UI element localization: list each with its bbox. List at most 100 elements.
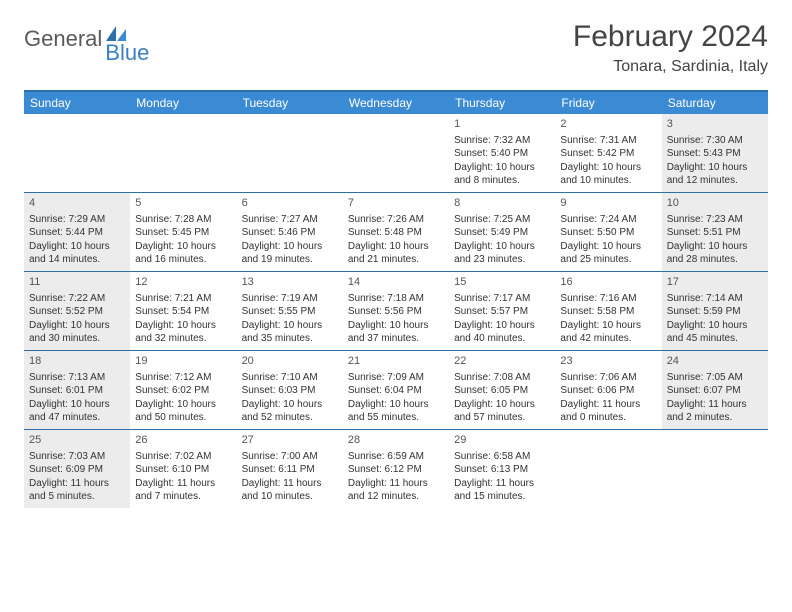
sunrise-text: Sunrise: 7:12 AM — [135, 371, 231, 385]
day-cell: 18Sunrise: 7:13 AMSunset: 6:01 PMDayligh… — [24, 351, 130, 429]
daylight2-text: and 8 minutes. — [454, 174, 550, 188]
daylight1-text: Daylight: 11 hours — [454, 477, 550, 491]
sunrise-text: Sunrise: 7:10 AM — [242, 371, 338, 385]
daylight1-text: Daylight: 10 hours — [560, 161, 656, 175]
daylight2-text: and 30 minutes. — [29, 332, 125, 346]
daylight1-text: Daylight: 10 hours — [242, 319, 338, 333]
week-row: 4Sunrise: 7:29 AMSunset: 5:44 PMDaylight… — [24, 192, 768, 271]
day-cell: 20 Sunrise: 7:10 AMSunset: 6:03 PMDayligh… — [237, 351, 343, 429]
sunset-text: Sunset: 6:09 PM — [29, 463, 125, 477]
sunset-text: Sunset: 5:51 PM — [667, 226, 763, 240]
day-number: 10 — [667, 196, 763, 211]
daylight1-text: Daylight: 10 hours — [242, 398, 338, 412]
day-cell: 21Sunrise: 7:09 AMSunset: 6:04 PMDayligh… — [343, 351, 449, 429]
logo-text-general: General — [24, 26, 102, 52]
sunrise-text: Sunrise: 7:00 AM — [242, 450, 338, 464]
day-cell — [237, 114, 343, 192]
sunset-text: Sunset: 6:11 PM — [242, 463, 338, 477]
day-cell: 12Sunrise: 7:21 AMSunset: 5:54 PMDayligh… — [130, 272, 236, 350]
sunset-text: Sunset: 5:46 PM — [242, 226, 338, 240]
daylight2-text: and 45 minutes. — [667, 332, 763, 346]
sunrise-text: Sunrise: 7:13 AM — [29, 371, 125, 385]
daylight1-text: Daylight: 10 hours — [29, 398, 125, 412]
week-row: 1Sunrise: 7:32 AMSunset: 5:40 PMDaylight… — [24, 114, 768, 192]
sunrise-text: Sunrise: 6:58 AM — [454, 450, 550, 464]
sunrise-text: Sunrise: 7:21 AM — [135, 292, 231, 306]
day-number: 3 — [667, 117, 763, 132]
sunset-text: Sunset: 5:50 PM — [560, 226, 656, 240]
daylight1-text: Daylight: 11 hours — [560, 398, 656, 412]
sunrise-text: Sunrise: 7:03 AM — [29, 450, 125, 464]
daylight2-text: and 19 minutes. — [242, 253, 338, 267]
daylight2-text: and 12 minutes. — [667, 174, 763, 188]
sunset-text: Sunset: 5:59 PM — [667, 305, 763, 319]
sunset-text: Sunset: 5:48 PM — [348, 226, 444, 240]
daylight2-text: and 35 minutes. — [242, 332, 338, 346]
daylight1-text: Daylight: 10 hours — [560, 240, 656, 254]
sunrise-text: Sunrise: 7:02 AM — [135, 450, 231, 464]
day-number: 20 — [242, 354, 338, 369]
day-header: Thursday — [449, 92, 555, 114]
day-cell: 3Sunrise: 7:30 AMSunset: 5:43 PMDaylight… — [662, 114, 768, 192]
weeks-container: 1Sunrise: 7:32 AMSunset: 5:40 PMDaylight… — [24, 114, 768, 508]
daylight1-text: Daylight: 10 hours — [135, 398, 231, 412]
sunset-text: Sunset: 5:43 PM — [667, 147, 763, 161]
sunrise-text: Sunrise: 7:27 AM — [242, 213, 338, 227]
sunset-text: Sunset: 6:12 PM — [348, 463, 444, 477]
day-header: Saturday — [662, 92, 768, 114]
sunrise-text: Sunrise: 7:26 AM — [348, 213, 444, 227]
day-cell: 28Sunrise: 6:59 AMSunset: 6:12 PMDayligh… — [343, 430, 449, 508]
day-cell: 25Sunrise: 7:03 AMSunset: 6:09 PMDayligh… — [24, 430, 130, 508]
day-number: 1 — [454, 117, 550, 132]
title-block: February 2024 Tonara, Sardinia, Italy — [573, 20, 768, 76]
sunset-text: Sunset: 5:52 PM — [29, 305, 125, 319]
daylight1-text: Daylight: 10 hours — [135, 240, 231, 254]
sunrise-text: Sunrise: 7:14 AM — [667, 292, 763, 306]
day-header: Friday — [555, 92, 661, 114]
day-number: 22 — [454, 354, 550, 369]
sunrise-text: Sunrise: 7:18 AM — [348, 292, 444, 306]
calendar: SundayMondayTuesdayWednesdayThursdayFrid… — [24, 90, 768, 508]
sunset-text: Sunset: 5:44 PM — [29, 226, 125, 240]
daylight2-text: and 5 minutes. — [29, 490, 125, 504]
sunrise-text: Sunrise: 7:05 AM — [667, 371, 763, 385]
day-number: 27 — [242, 433, 338, 448]
week-row: 11Sunrise: 7:22 AMSunset: 5:52 PMDayligh… — [24, 271, 768, 350]
day-cell — [24, 114, 130, 192]
daylight1-text: Daylight: 10 hours — [29, 319, 125, 333]
day-cell: 16Sunrise: 7:16 AMSunset: 5:58 PMDayligh… — [555, 272, 661, 350]
sunrise-text: Sunrise: 7:06 AM — [560, 371, 656, 385]
daylight2-text: and 47 minutes. — [29, 411, 125, 425]
day-number: 6 — [242, 196, 338, 211]
day-cell: 11Sunrise: 7:22 AMSunset: 5:52 PMDayligh… — [24, 272, 130, 350]
sunset-text: Sunset: 5:55 PM — [242, 305, 338, 319]
sunset-text: Sunset: 6:10 PM — [135, 463, 231, 477]
sunset-text: Sunset: 6:06 PM — [560, 384, 656, 398]
day-cell — [130, 114, 236, 192]
header: General Blue February 2024 Tonara, Sardi… — [24, 20, 768, 76]
day-cell: 6Sunrise: 7:27 AMSunset: 5:46 PMDaylight… — [237, 193, 343, 271]
day-number: 25 — [29, 433, 125, 448]
day-number: 11 — [29, 275, 125, 290]
sunset-text: Sunset: 6:13 PM — [454, 463, 550, 477]
daylight1-text: Daylight: 10 hours — [135, 319, 231, 333]
day-number: 29 — [454, 433, 550, 448]
daylight2-text: and 50 minutes. — [135, 411, 231, 425]
month-title: February 2024 — [573, 20, 768, 54]
day-cell: 15Sunrise: 7:17 AMSunset: 5:57 PMDayligh… — [449, 272, 555, 350]
daylight1-text: Daylight: 11 hours — [242, 477, 338, 491]
day-header: Sunday — [24, 92, 130, 114]
daylight2-text: and 28 minutes. — [667, 253, 763, 267]
day-number: 13 — [242, 275, 338, 290]
day-number: 16 — [560, 275, 656, 290]
day-number: 5 — [135, 196, 231, 211]
day-cell: 26Sunrise: 7:02 AMSunset: 6:10 PMDayligh… — [130, 430, 236, 508]
day-number: 15 — [454, 275, 550, 290]
daylight2-text: and 23 minutes. — [454, 253, 550, 267]
sunset-text: Sunset: 6:03 PM — [242, 384, 338, 398]
day-cell: 14Sunrise: 7:18 AMSunset: 5:56 PMDayligh… — [343, 272, 449, 350]
day-number: 8 — [454, 196, 550, 211]
daylight1-text: Daylight: 10 hours — [454, 319, 550, 333]
daylight2-text: and 2 minutes. — [667, 411, 763, 425]
sunset-text: Sunset: 6:05 PM — [454, 384, 550, 398]
